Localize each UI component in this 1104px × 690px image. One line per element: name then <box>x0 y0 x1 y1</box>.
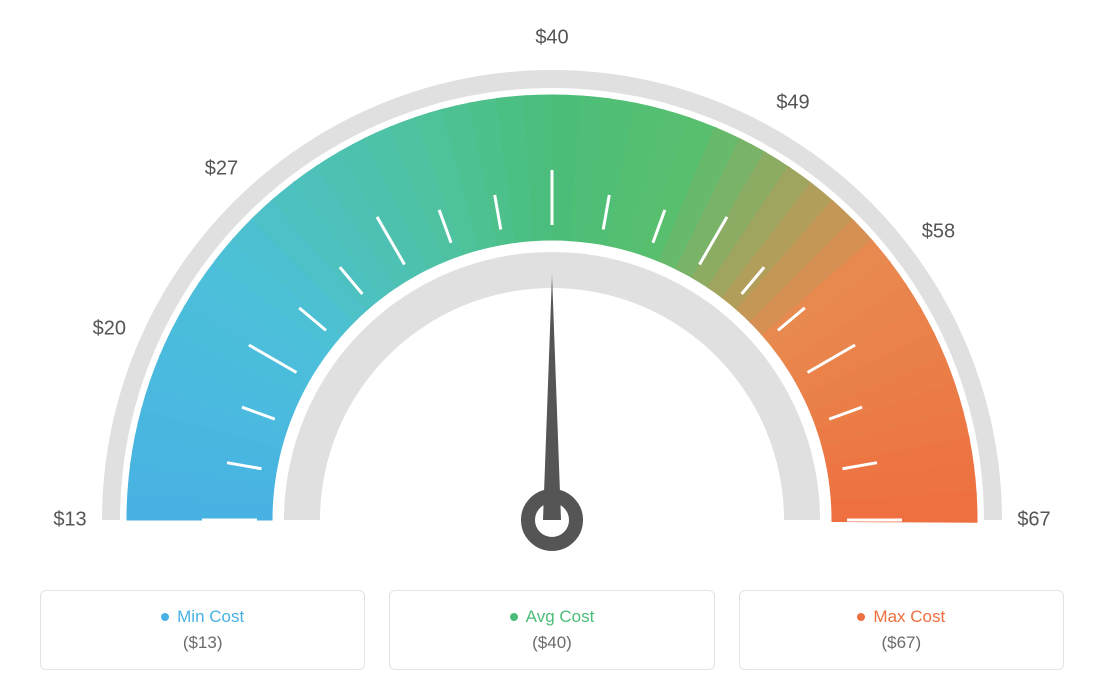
legend-max-label: Max Cost <box>873 607 945 627</box>
legend-card-min: Min Cost ($13) <box>40 590 365 670</box>
legend-card-avg: Avg Cost ($40) <box>389 590 714 670</box>
legend-max-value: ($67) <box>881 633 921 653</box>
gauge-area: $13 $20 $27 $40 $49 $58 $67 <box>0 0 1104 560</box>
legend-avg-top: Avg Cost <box>510 607 595 627</box>
needle <box>543 275 561 520</box>
legend-max-dot <box>857 613 865 621</box>
gauge-chart-container: $13 $20 $27 $40 $49 $58 $67 Min Cost ($13) Avg… <box>0 0 1104 690</box>
legend-max-top: Max Cost <box>857 607 945 627</box>
legend-min-dot <box>161 613 169 621</box>
scale-label: $20 <box>93 318 126 341</box>
scale-label: $40 <box>535 27 568 50</box>
scale-label: $67 <box>1017 509 1050 532</box>
scale-label: $49 <box>776 91 809 114</box>
legend-avg-label: Avg Cost <box>526 607 595 627</box>
gauge-svg <box>0 0 1104 560</box>
legend-avg-value: ($40) <box>532 633 572 653</box>
scale-label: $58 <box>922 220 955 243</box>
scale-label: $13 <box>53 509 86 532</box>
legend-min-value: ($13) <box>183 633 223 653</box>
legend-min-label: Min Cost <box>177 607 244 627</box>
legend-card-max: Max Cost ($67) <box>739 590 1064 670</box>
legend-min-top: Min Cost <box>161 607 244 627</box>
legend-avg-dot <box>510 613 518 621</box>
legend-row: Min Cost ($13) Avg Cost ($40) Max Cost (… <box>40 590 1064 670</box>
scale-label: $27 <box>205 158 238 181</box>
